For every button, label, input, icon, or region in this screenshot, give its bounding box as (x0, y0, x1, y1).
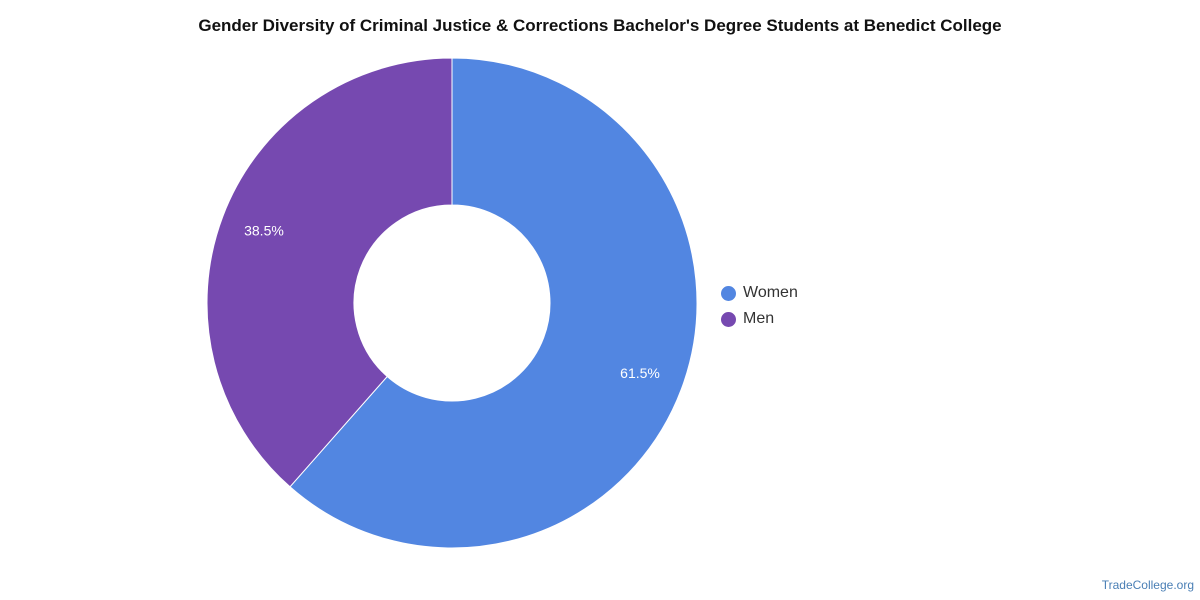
legend-label-men: Men (743, 310, 775, 327)
slice-label-men: 38.5% (244, 223, 284, 239)
chart-title: Gender Diversity of Criminal Justice & C… (198, 16, 1002, 35)
legend-label-women: Women (743, 284, 798, 301)
legend-swatch-men (721, 311, 736, 327)
slice-label-women: 61.5% (620, 365, 660, 381)
source-credit[interactable]: TradeCollege.org (1101, 578, 1194, 592)
legend-item-men[interactable]: Men (721, 306, 798, 332)
legend-item-women[interactable]: Women (721, 280, 798, 306)
legend-swatch-women (721, 285, 736, 301)
donut-slice-men[interactable] (206, 57, 453, 488)
legend: Women Men (721, 280, 798, 332)
donut-slice-women[interactable] (289, 57, 698, 549)
